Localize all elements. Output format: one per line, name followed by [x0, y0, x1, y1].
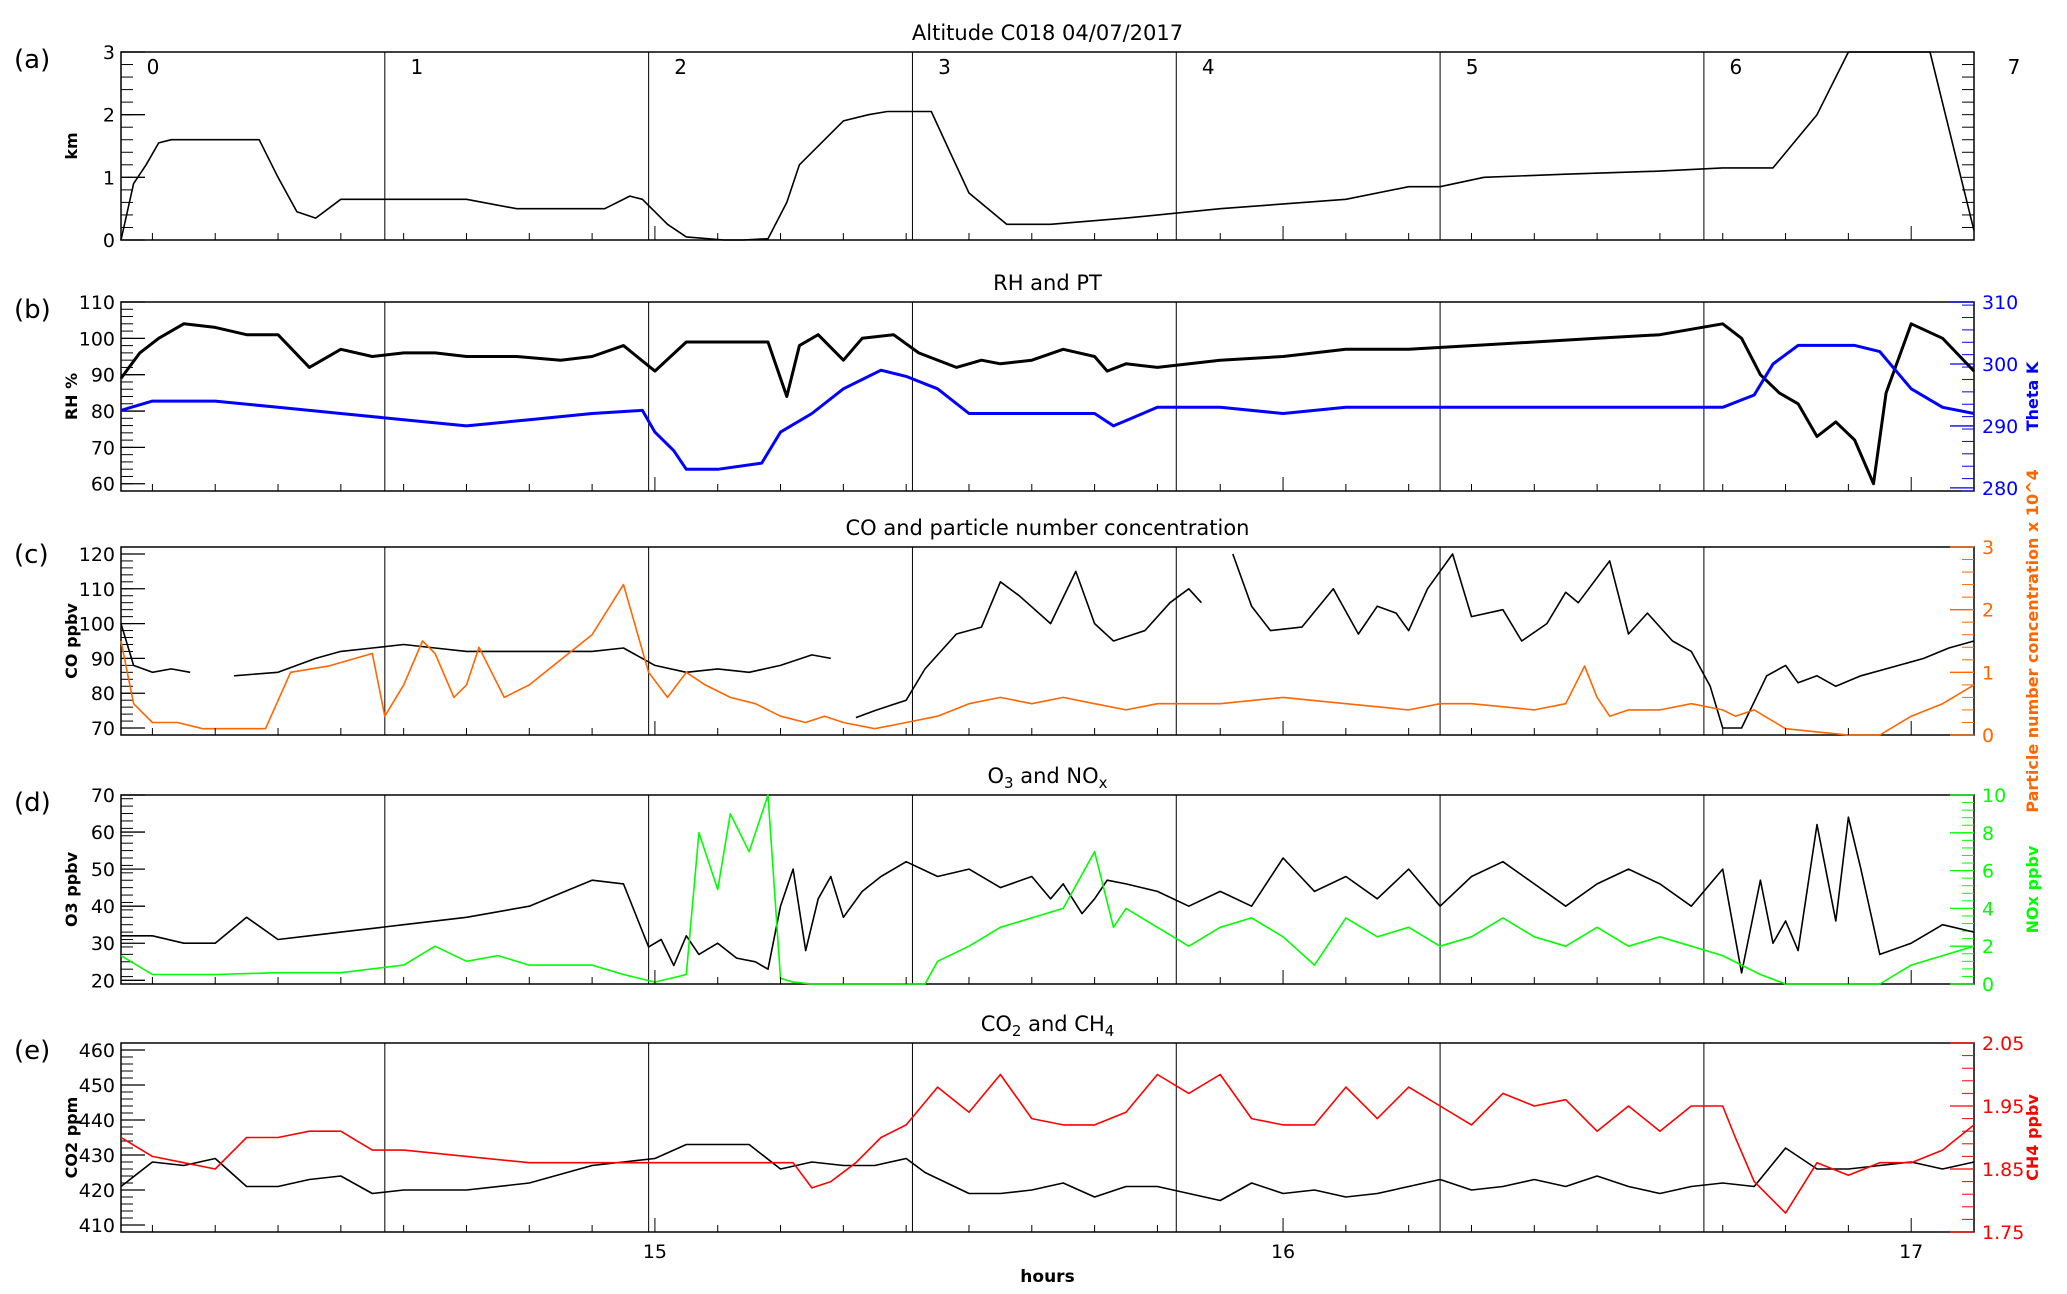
series-line-co [120, 553, 1975, 729]
left-tick-label: 460 [79, 1040, 115, 1062]
left-tick-label: 80 [91, 401, 115, 423]
series-line-ch4 [120, 1073, 1975, 1214]
panel-c: (c) CO and particle number concentration 7… [14, 469, 2042, 812]
left-tick-label: 100 [79, 614, 115, 636]
panel-letter: (b) [14, 295, 51, 325]
right-tick-label: 310 [1982, 292, 2018, 314]
right-axis-label: Particle number concentration x 10^4 [2023, 469, 2042, 812]
left-axis-label: CO ppbv [62, 603, 81, 679]
right-tick-label: 290 [1982, 416, 2018, 438]
left-tick-label: 2 [103, 105, 115, 127]
left-tick-label: 70 [91, 437, 115, 459]
segment-label: 0 [147, 55, 160, 79]
panel-b: (b) RH and PT 60 70 80 90 100 110 RH % 280 290 300 3… [14, 271, 2042, 500]
panel-title: RH and PT [993, 271, 1102, 295]
right-tick-label: 2 [1982, 936, 1994, 958]
series-line-o3 [121, 816, 1975, 974]
panel-title: O3 and NOx [987, 764, 1107, 792]
right-tick-label: 1.95 [1982, 1096, 2024, 1118]
right-tick-label: 8 [1982, 823, 1994, 845]
panel-e: (e) CO2 and CH4 410 420 430 440 450 460 CO2 ppm 1… [14, 1012, 2042, 1244]
right-axis-label: NOx ppbv [2023, 845, 2042, 933]
left-tick-label: 110 [79, 579, 115, 601]
right-axis-label: CH4 ppbv [2023, 1094, 2042, 1181]
left-tick-label: 430 [79, 1145, 115, 1167]
left-tick-label: 90 [91, 365, 115, 387]
panel-frame [120, 301, 1975, 492]
panel-frame [120, 1042, 1975, 1233]
series-line-particle-number [120, 583, 1975, 736]
segment-label: 1 [410, 55, 423, 79]
left-tick-label: 110 [79, 292, 115, 314]
right-tick-label: 3 [1982, 537, 1994, 559]
left-tick-label: 40 [91, 896, 115, 918]
panel-title: CO and particle number concentration [845, 516, 1249, 540]
x-axis-label: hours [1020, 1267, 1074, 1287]
right-axis-label: Theta K [2023, 361, 2042, 431]
series-line-nox [120, 794, 1975, 985]
left-axis-label: O3 ppbv [62, 851, 81, 927]
right-tick-label: 300 [1982, 354, 2018, 376]
segment-label: 7 [2008, 55, 2021, 79]
panel-letter: (c) [14, 540, 49, 570]
panel-letter: (e) [14, 1036, 50, 1066]
left-tick-label: 70 [91, 785, 115, 807]
panel-frame [120, 794, 1975, 985]
segment-label: 5 [1466, 55, 1479, 79]
segment-label: 4 [1202, 55, 1215, 79]
left-axis-label: km [62, 132, 81, 159]
left-axis-label: CO2 ppm [62, 1097, 81, 1179]
left-tick-label: 1 [103, 167, 115, 189]
right-tick-label: 0 [1982, 725, 1994, 747]
left-tick-label: 80 [91, 683, 115, 705]
left-tick-label: 120 [79, 544, 115, 566]
left-tick-label: 100 [79, 328, 115, 350]
segment-label: 3 [938, 55, 951, 79]
left-tick-label: 60 [91, 474, 115, 496]
right-tick-label: 4 [1982, 898, 1994, 920]
series-line-rh [119, 322, 1976, 486]
left-tick-label: 20 [91, 970, 115, 992]
left-tick-label: 70 [91, 718, 115, 740]
left-axis-label: RH % [62, 373, 81, 420]
right-tick-label: 10 [1982, 785, 2006, 807]
left-tick-label: 440 [79, 1110, 115, 1132]
panel-frame [120, 51, 1975, 241]
left-tick-label: 60 [91, 822, 115, 844]
left-tick-label: 0 [103, 230, 115, 252]
panel-letter: (a) [14, 45, 50, 75]
right-tick-label: 1 [1982, 662, 1994, 684]
right-tick-label: 6 [1982, 861, 1994, 883]
left-tick-label: 90 [91, 648, 115, 670]
right-tick-label: 280 [1982, 478, 2018, 500]
segment-label: 2 [674, 55, 687, 79]
right-tick-label: 1.85 [1982, 1159, 2024, 1181]
panel-title: CO2 and CH4 [981, 1012, 1115, 1040]
left-tick-label: 3 [103, 42, 115, 64]
panel-frame [120, 546, 1975, 736]
left-tick-label: 420 [79, 1180, 115, 1202]
panel-d: (d) O3 and NOx 20 30 40 50 60 70 O3 ppbv 0 2 4 6 8 10 N… [14, 764, 2042, 996]
panel-a: (a) Altitude C018 04/07/2017 0 1 2 3 km 0 1 2 3 4 5 6… [14, 21, 2020, 252]
right-tick-label: 2 [1982, 600, 1994, 622]
left-tick-label: 30 [91, 933, 115, 955]
left-tick-label: 50 [91, 859, 115, 881]
panel-letter: (d) [14, 788, 51, 818]
left-tick-label: 450 [79, 1075, 115, 1097]
left-tick-label: 410 [79, 1215, 115, 1237]
x-tick-label: 16 [1271, 1241, 1295, 1263]
x-tick-label: 17 [1899, 1241, 1923, 1263]
x-tick-label: 15 [643, 1241, 667, 1263]
panel-title: Altitude C018 04/07/2017 [912, 21, 1183, 45]
right-tick-label: 2.05 [1982, 1033, 2024, 1055]
segment-label: 6 [1730, 55, 1743, 79]
right-tick-label: 1.75 [1982, 1222, 2024, 1244]
series-line-co2 [120, 1143, 1975, 1202]
right-tick-label: 0 [1982, 974, 1994, 996]
series-line-theta [120, 343, 1975, 471]
series-line-altitude [120, 51, 1975, 241]
